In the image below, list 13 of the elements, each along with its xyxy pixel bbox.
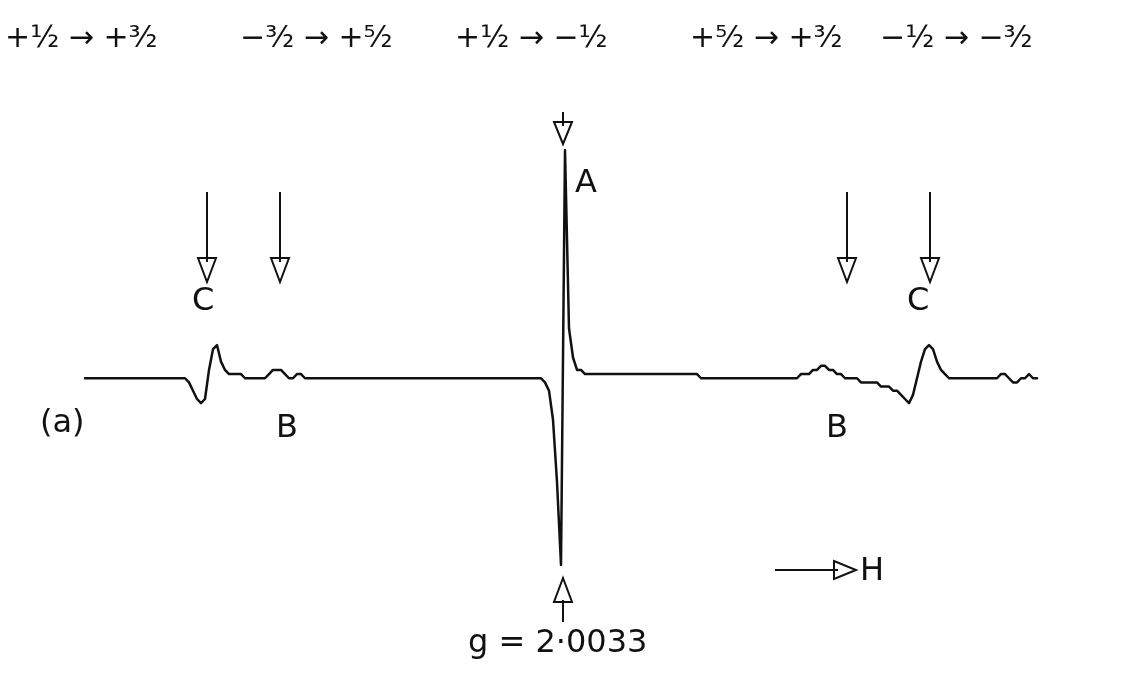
annotation: C: [192, 280, 215, 318]
annotation: H: [860, 550, 885, 588]
text: −½ → −³⁄₂: [880, 19, 1033, 54]
text: g = 2·0033: [468, 622, 648, 660]
annotation: (a): [40, 402, 85, 440]
annotation: B: [276, 407, 298, 445]
annotation: C: [907, 280, 930, 318]
text: −³⁄₂ → +⁵⁄₂: [240, 19, 393, 54]
annotation: A: [575, 162, 597, 200]
text: +⁵⁄₂ → +³⁄₂: [690, 19, 843, 54]
text: +½ → +³⁄₂: [5, 19, 158, 54]
annotation: B: [826, 407, 848, 445]
text: +½ → −½: [455, 19, 608, 54]
